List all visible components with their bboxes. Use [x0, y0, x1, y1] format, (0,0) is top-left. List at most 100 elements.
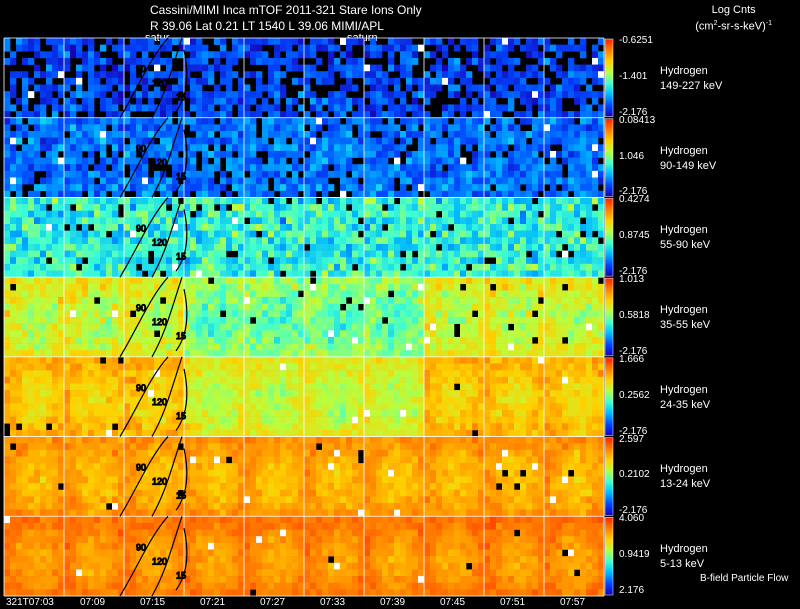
- heatmap-cell: [364, 290, 371, 298]
- heatmap-cell: [34, 350, 41, 358]
- heatmap-cell: [592, 343, 599, 351]
- heatmap-cell: [184, 410, 191, 417]
- heatmap-cell: [82, 336, 89, 344]
- heatmap-cell: [412, 390, 419, 398]
- heatmap-cell: [484, 336, 491, 344]
- heatmap-cell: [598, 250, 605, 258]
- heatmap-cell: [454, 336, 461, 344]
- heatmap-cell: [586, 197, 593, 205]
- heatmap-cell: [436, 71, 443, 79]
- heatmap-cell: [268, 310, 275, 318]
- heatmap-cell: [394, 124, 401, 132]
- heatmap-cell: [454, 137, 461, 145]
- heatmap-cell: [262, 57, 269, 65]
- heatmap-cell: [340, 84, 347, 92]
- heatmap-cell: [346, 237, 353, 245]
- heatmap-cell: [382, 44, 389, 52]
- heatmap-cell: [346, 290, 353, 298]
- heatmap-cell: [268, 204, 275, 212]
- heatmap-cell: [256, 77, 263, 85]
- heatmap-cell: [346, 350, 353, 358]
- heatmap-cell: [52, 64, 59, 72]
- heatmap-cell: [376, 383, 383, 391]
- heatmap-cell: [10, 410, 17, 417]
- heatmap-cell: [106, 77, 113, 85]
- heatmap-cell: [424, 84, 431, 92]
- heatmap-cell: [148, 356, 155, 364]
- heatmap-cell: [418, 157, 425, 165]
- heatmap-cell: [376, 77, 383, 85]
- heatmap-cell: [184, 44, 191, 52]
- heatmap-cell: [178, 137, 185, 145]
- heatmap-cell: [40, 383, 47, 391]
- heatmap-cell: [4, 410, 11, 417]
- heatmap-cell: [196, 104, 203, 112]
- heatmap-cell: [148, 429, 155, 437]
- heatmap-cell: [454, 71, 461, 79]
- heatmap-cell: [142, 410, 149, 417]
- heatmap-cell: [442, 51, 449, 59]
- heatmap-cell: [598, 303, 605, 311]
- heatmap-cell: [190, 150, 197, 158]
- heatmap-cell: [148, 350, 155, 358]
- heatmap-cell: [364, 217, 371, 225]
- heatmap-cell: [364, 356, 371, 364]
- heatmap-cell: [112, 263, 119, 271]
- heatmap-cell: [454, 150, 461, 158]
- heatmap-cell: [64, 429, 71, 437]
- heatmap-cell: [46, 336, 53, 344]
- heatmap-cell: [196, 376, 203, 384]
- heatmap-cell: [214, 144, 221, 152]
- heatmap-cell: [160, 303, 167, 311]
- heatmap-cell: [136, 350, 143, 358]
- heatmap-cell: [202, 336, 209, 344]
- heatmap-cell: [190, 350, 197, 358]
- heatmap-cell: [106, 290, 113, 298]
- heatmap-cell: [298, 317, 305, 324]
- heatmap-cell: [238, 390, 245, 398]
- heatmap-cell: [154, 410, 161, 417]
- heatmap-cell: [58, 403, 65, 411]
- heatmap-cell: [562, 131, 569, 138]
- heatmap-cell: [76, 150, 83, 158]
- heatmap-cell: [508, 117, 515, 125]
- heatmap-cell: [166, 137, 173, 145]
- heatmap-cell: [430, 210, 437, 218]
- heatmap-cell: [298, 270, 305, 278]
- heatmap-cell: [340, 277, 347, 285]
- heatmap-cell: [460, 310, 467, 318]
- heatmap-cell: [322, 144, 329, 152]
- heatmap-cell: [100, 237, 107, 245]
- heatmap-cell: [442, 323, 449, 331]
- heatmap-cell: [268, 224, 275, 231]
- heatmap-cell: [358, 170, 365, 178]
- heatmap-cell: [250, 363, 257, 371]
- heatmap-cell: [292, 330, 299, 338]
- heatmap-cell: [328, 257, 335, 265]
- heatmap-cell: [364, 396, 371, 404]
- heatmap-cell: [364, 330, 371, 338]
- heatmap-cell: [100, 137, 107, 145]
- heatmap-cell: [520, 137, 527, 145]
- heatmap-cell: [166, 117, 173, 125]
- heatmap-cell: [496, 197, 503, 205]
- heatmap-cell: [280, 376, 287, 384]
- heatmap-cell: [520, 197, 527, 205]
- heatmap-cell: [322, 77, 329, 85]
- heatmap-cell: [136, 363, 143, 371]
- heatmap-cell: [70, 390, 77, 398]
- heatmap-cell: [82, 157, 89, 165]
- heatmap-cell: [370, 111, 377, 119]
- heatmap-cell: [28, 396, 35, 404]
- heatmap-cell: [400, 44, 407, 52]
- heatmap-cell: [418, 137, 425, 145]
- heatmap-cell: [202, 71, 209, 79]
- heatmap-cell: [208, 131, 215, 138]
- heatmap-cell: [196, 210, 203, 218]
- heatmap-cell: [400, 350, 407, 358]
- heatmap-cell: [196, 283, 203, 291]
- heatmap-cell: [574, 144, 581, 152]
- heatmap-cell: [466, 184, 473, 192]
- heatmap-cell: [370, 250, 377, 258]
- heatmap-cell: [502, 124, 509, 132]
